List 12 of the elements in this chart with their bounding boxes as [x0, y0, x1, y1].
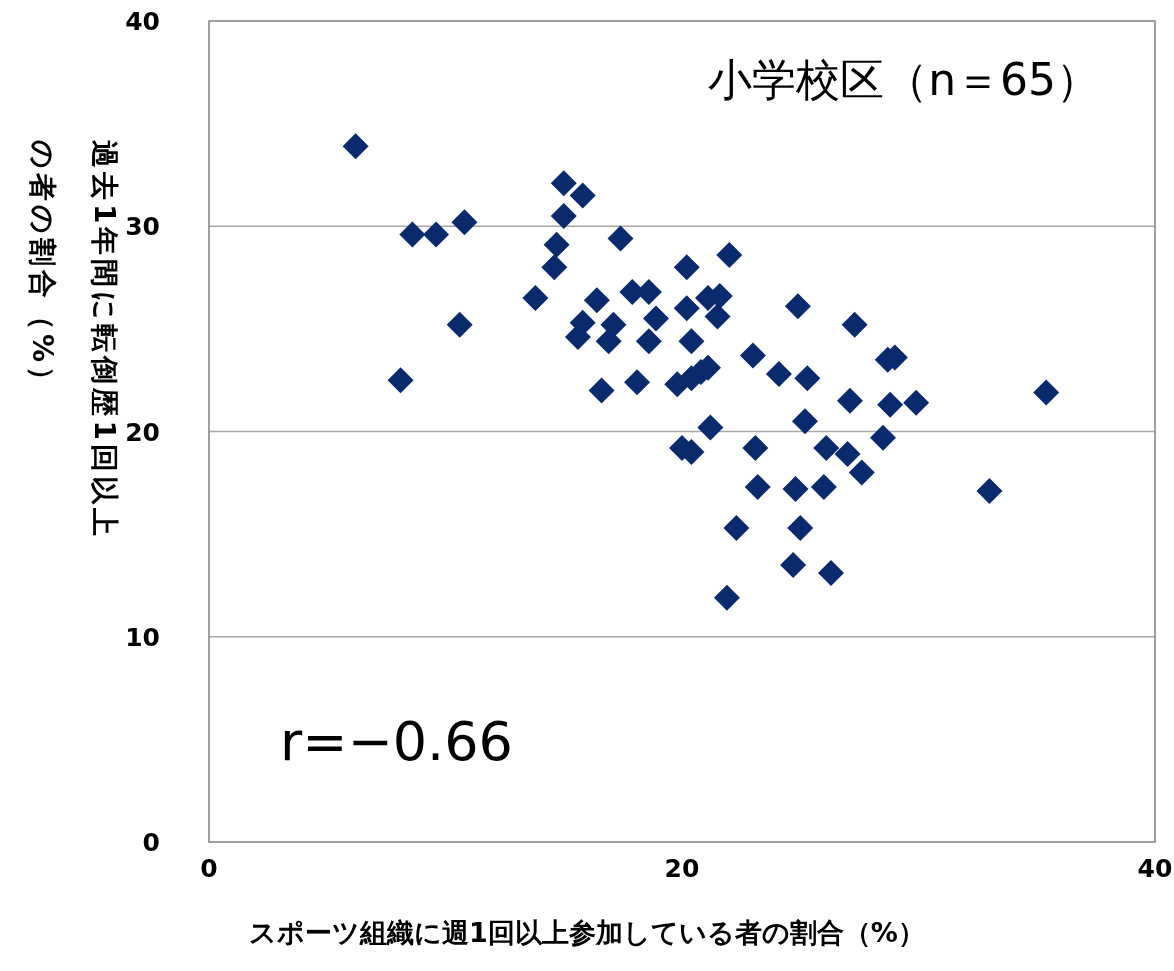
x-axis-title: スポーツ組織に週1回以上参加している者の割合（%） — [248, 916, 926, 950]
annotation: 小学校区（n＝65） — [708, 54, 1100, 105]
annotation: r=−0.66 — [280, 710, 513, 773]
x-tick-label: 0 — [200, 854, 218, 883]
x-tick-label: 20 — [664, 854, 700, 883]
x-tick-label: 40 — [1137, 854, 1173, 883]
y-tick-label: 40 — [125, 7, 160, 36]
y-tick-label: 20 — [125, 417, 160, 447]
y-tick-label: 30 — [125, 212, 160, 242]
y-tick-label: 10 — [125, 622, 160, 652]
y-axis-title: 過去1年間に転倒歴1回以上の者の割合（%） — [26, 140, 121, 540]
y-tick-label: 0 — [142, 828, 160, 857]
